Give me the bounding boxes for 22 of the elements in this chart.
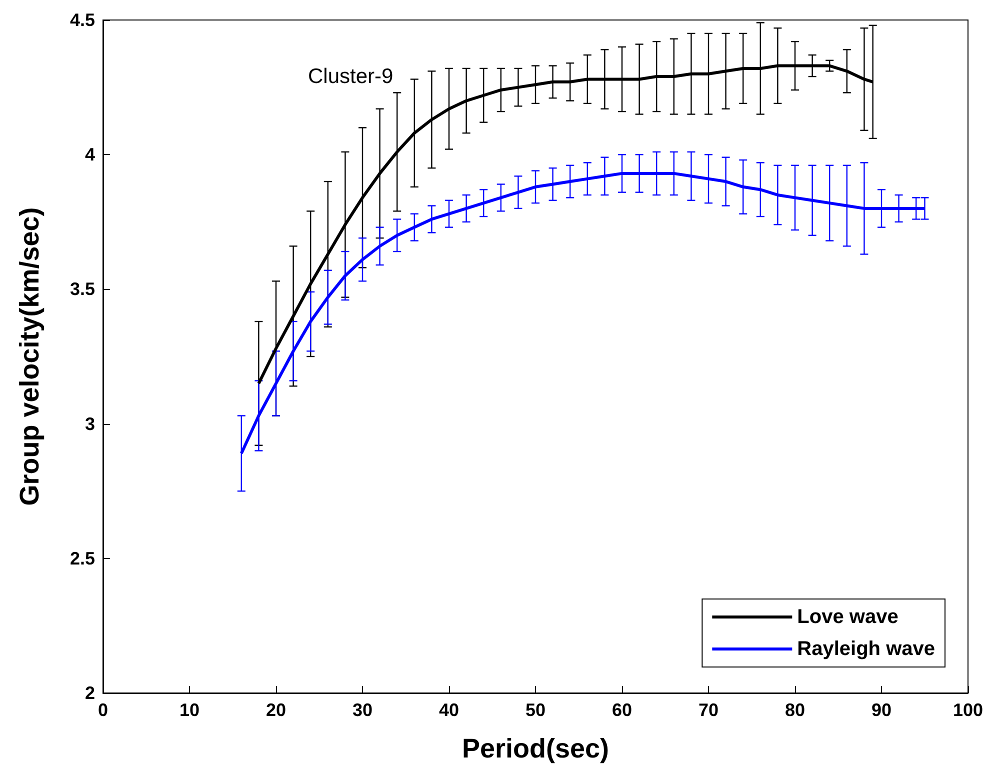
x-axis-title: Period(sec) [462, 734, 610, 764]
x-tick-label: 0 [98, 700, 108, 720]
x-tick-label: 80 [784, 700, 806, 720]
y-tick-label: 3.5 [70, 279, 95, 300]
legend-label: Love wave [797, 606, 898, 628]
y-tick-label: 3 [84, 414, 95, 434]
legend-label: Rayleigh wave [797, 638, 935, 660]
y-tick-label: 2.5 [70, 548, 95, 568]
x-tick-label: 50 [525, 700, 546, 720]
y-tick-label: 2 [84, 683, 95, 703]
x-tick-label: 30 [352, 700, 373, 720]
x-tick-label: 60 [612, 700, 632, 720]
x-tick-label: 90 [871, 700, 892, 720]
x-tick-label: 20 [266, 700, 286, 720]
x-tick-label: 70 [698, 700, 719, 720]
y-tick-label: 4.5 [70, 10, 95, 30]
y-tick-label: 4 [84, 144, 95, 165]
x-tick-label: 40 [438, 700, 460, 720]
annotation: Cluster-9 [308, 65, 394, 88]
y-axis-title: Group velocity(km/sec) [14, 207, 44, 506]
x-tick-label: 100 [952, 700, 984, 720]
x-tick-label: 10 [179, 700, 200, 720]
